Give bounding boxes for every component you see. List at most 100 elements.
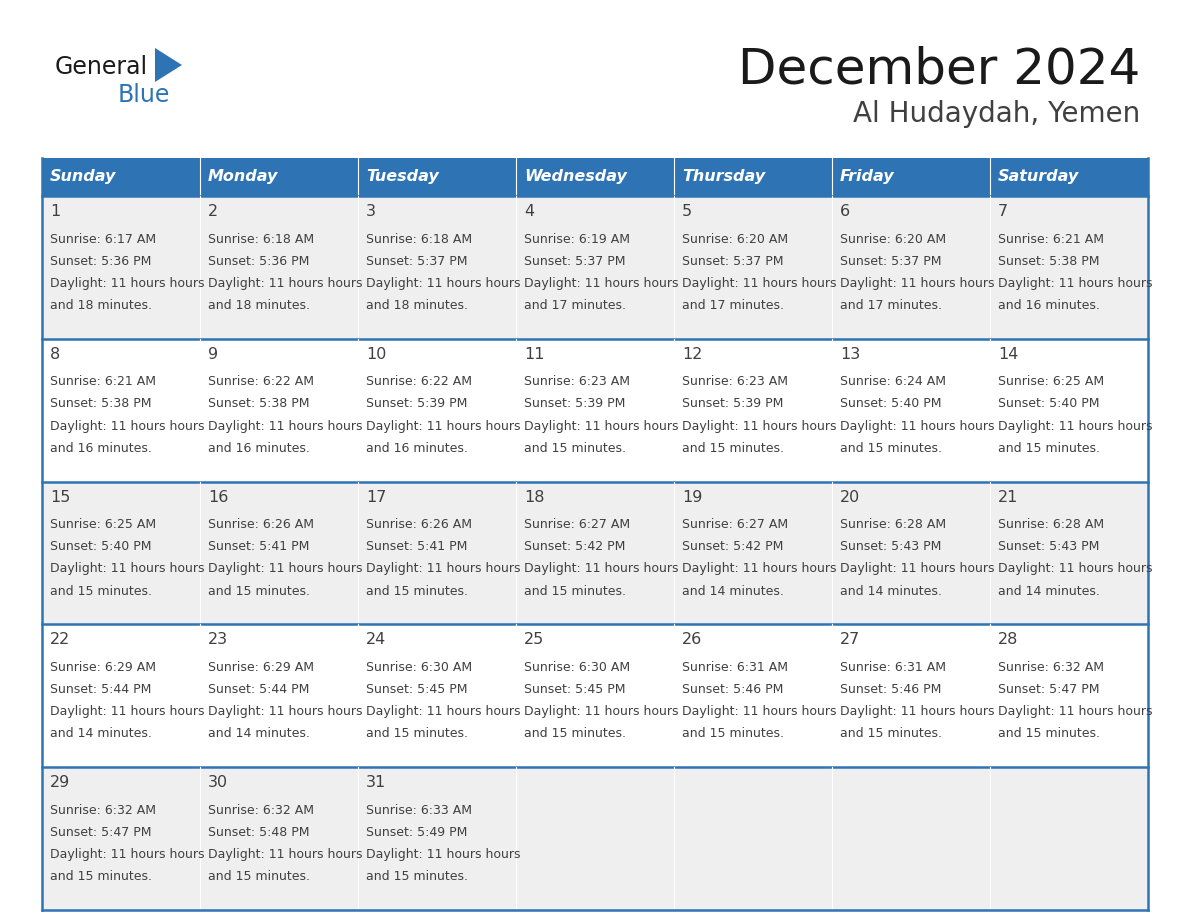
Text: Sunrise: 6:26 AM: Sunrise: 6:26 AM: [208, 518, 314, 532]
Text: Sunrise: 6:18 AM: Sunrise: 6:18 AM: [208, 232, 314, 245]
Text: 7: 7: [998, 204, 1009, 219]
Text: 21: 21: [998, 489, 1018, 505]
Text: Daylight: 11 hours hours: Daylight: 11 hours hours: [208, 420, 362, 432]
Text: and 15 minutes.: and 15 minutes.: [524, 442, 626, 454]
Text: Sunrise: 6:29 AM: Sunrise: 6:29 AM: [208, 661, 314, 674]
Text: 9: 9: [208, 347, 219, 362]
Text: Sunset: 5:37 PM: Sunset: 5:37 PM: [366, 254, 468, 268]
Text: 25: 25: [524, 633, 544, 647]
Text: Sunrise: 6:31 AM: Sunrise: 6:31 AM: [840, 661, 946, 674]
Text: Daylight: 11 hours hours: Daylight: 11 hours hours: [682, 420, 836, 432]
Text: and 14 minutes.: and 14 minutes.: [840, 585, 942, 598]
Text: Sunrise: 6:30 AM: Sunrise: 6:30 AM: [366, 661, 472, 674]
Bar: [516, 158, 674, 196]
Text: Sunset: 5:37 PM: Sunset: 5:37 PM: [524, 254, 626, 268]
Text: Sunrise: 6:25 AM: Sunrise: 6:25 AM: [50, 518, 156, 532]
Text: 22: 22: [50, 633, 70, 647]
Bar: [200, 158, 358, 196]
Text: 30: 30: [208, 775, 228, 790]
Text: Saturday: Saturday: [998, 170, 1079, 185]
Text: Sunset: 5:41 PM: Sunset: 5:41 PM: [366, 541, 467, 554]
Polygon shape: [154, 48, 182, 82]
Bar: [42, 196, 1148, 339]
Text: 1: 1: [50, 204, 61, 219]
Text: Sunset: 5:47 PM: Sunset: 5:47 PM: [50, 826, 152, 839]
Text: Sunrise: 6:20 AM: Sunrise: 6:20 AM: [682, 232, 788, 245]
Text: Sunrise: 6:31 AM: Sunrise: 6:31 AM: [682, 661, 788, 674]
Text: Daylight: 11 hours hours: Daylight: 11 hours hours: [50, 420, 204, 432]
Text: Sunrise: 6:27 AM: Sunrise: 6:27 AM: [682, 518, 788, 532]
Text: 11: 11: [524, 347, 544, 362]
Text: Sunset: 5:43 PM: Sunset: 5:43 PM: [998, 541, 1099, 554]
Text: 8: 8: [50, 347, 61, 362]
Text: Daylight: 11 hours hours: Daylight: 11 hours hours: [998, 420, 1152, 432]
Text: 12: 12: [682, 347, 702, 362]
Text: and 16 minutes.: and 16 minutes.: [50, 442, 152, 454]
Text: Daylight: 11 hours hours: Daylight: 11 hours hours: [366, 705, 520, 718]
Text: Sunrise: 6:26 AM: Sunrise: 6:26 AM: [366, 518, 472, 532]
Text: and 15 minutes.: and 15 minutes.: [50, 870, 152, 883]
Text: Sunrise: 6:33 AM: Sunrise: 6:33 AM: [366, 804, 472, 817]
Text: Daylight: 11 hours hours: Daylight: 11 hours hours: [524, 420, 678, 432]
Text: Daylight: 11 hours hours: Daylight: 11 hours hours: [50, 563, 204, 576]
Text: 6: 6: [840, 204, 851, 219]
Text: December 2024: December 2024: [738, 45, 1140, 93]
Bar: [832, 158, 990, 196]
Text: Daylight: 11 hours hours: Daylight: 11 hours hours: [208, 563, 362, 576]
Text: and 15 minutes.: and 15 minutes.: [50, 585, 152, 598]
Text: Sunset: 5:37 PM: Sunset: 5:37 PM: [840, 254, 942, 268]
Text: 3: 3: [366, 204, 375, 219]
Text: Sunset: 5:38 PM: Sunset: 5:38 PM: [50, 397, 152, 410]
Text: Daylight: 11 hours hours: Daylight: 11 hours hours: [840, 420, 994, 432]
Text: Daylight: 11 hours hours: Daylight: 11 hours hours: [998, 705, 1152, 718]
Text: and 17 minutes.: and 17 minutes.: [840, 299, 942, 312]
Text: Sunrise: 6:21 AM: Sunrise: 6:21 AM: [50, 375, 156, 388]
Text: and 16 minutes.: and 16 minutes.: [366, 442, 468, 454]
Text: Sunset: 5:47 PM: Sunset: 5:47 PM: [998, 683, 1100, 696]
Text: and 15 minutes.: and 15 minutes.: [998, 442, 1100, 454]
Text: Sunrise: 6:21 AM: Sunrise: 6:21 AM: [998, 232, 1104, 245]
Bar: [42, 339, 1148, 482]
Text: Sunrise: 6:18 AM: Sunrise: 6:18 AM: [366, 232, 472, 245]
Text: Sunset: 5:39 PM: Sunset: 5:39 PM: [682, 397, 783, 410]
Text: Daylight: 11 hours hours: Daylight: 11 hours hours: [840, 563, 994, 576]
Text: Wednesday: Wednesday: [524, 170, 627, 185]
Text: and 15 minutes.: and 15 minutes.: [840, 727, 942, 740]
Text: Sunset: 5:40 PM: Sunset: 5:40 PM: [50, 541, 152, 554]
Text: Sunset: 5:40 PM: Sunset: 5:40 PM: [840, 397, 942, 410]
Text: Daylight: 11 hours hours: Daylight: 11 hours hours: [366, 563, 520, 576]
Text: Sunrise: 6:32 AM: Sunrise: 6:32 AM: [208, 804, 314, 817]
Text: Daylight: 11 hours hours: Daylight: 11 hours hours: [524, 277, 678, 290]
Text: Sunrise: 6:19 AM: Sunrise: 6:19 AM: [524, 232, 630, 245]
Text: and 15 minutes.: and 15 minutes.: [524, 585, 626, 598]
Text: 14: 14: [998, 347, 1018, 362]
Bar: [358, 158, 516, 196]
Bar: [42, 624, 1148, 767]
Text: Friday: Friday: [840, 170, 895, 185]
Text: Sunset: 5:46 PM: Sunset: 5:46 PM: [840, 683, 941, 696]
Text: Sunrise: 6:22 AM: Sunrise: 6:22 AM: [366, 375, 472, 388]
Text: 10: 10: [366, 347, 386, 362]
Text: and 14 minutes.: and 14 minutes.: [50, 727, 152, 740]
Text: and 15 minutes.: and 15 minutes.: [682, 442, 784, 454]
Text: 27: 27: [840, 633, 860, 647]
Text: 15: 15: [50, 489, 70, 505]
Text: 20: 20: [840, 489, 860, 505]
Text: Sunday: Sunday: [50, 170, 116, 185]
Text: Sunset: 5:41 PM: Sunset: 5:41 PM: [208, 541, 309, 554]
Text: Sunrise: 6:22 AM: Sunrise: 6:22 AM: [208, 375, 314, 388]
Text: Sunrise: 6:20 AM: Sunrise: 6:20 AM: [840, 232, 946, 245]
Text: Sunrise: 6:27 AM: Sunrise: 6:27 AM: [524, 518, 630, 532]
Text: and 15 minutes.: and 15 minutes.: [998, 727, 1100, 740]
Text: and 14 minutes.: and 14 minutes.: [682, 585, 784, 598]
Text: Daylight: 11 hours hours: Daylight: 11 hours hours: [840, 277, 994, 290]
Text: Sunset: 5:40 PM: Sunset: 5:40 PM: [998, 397, 1100, 410]
Text: Sunrise: 6:25 AM: Sunrise: 6:25 AM: [998, 375, 1104, 388]
Text: and 15 minutes.: and 15 minutes.: [366, 585, 468, 598]
Text: Sunrise: 6:24 AM: Sunrise: 6:24 AM: [840, 375, 946, 388]
Text: Sunset: 5:36 PM: Sunset: 5:36 PM: [208, 254, 309, 268]
Text: 5: 5: [682, 204, 693, 219]
Text: Sunset: 5:43 PM: Sunset: 5:43 PM: [840, 541, 941, 554]
Text: Sunset: 5:45 PM: Sunset: 5:45 PM: [366, 683, 468, 696]
Text: Monday: Monday: [208, 170, 278, 185]
